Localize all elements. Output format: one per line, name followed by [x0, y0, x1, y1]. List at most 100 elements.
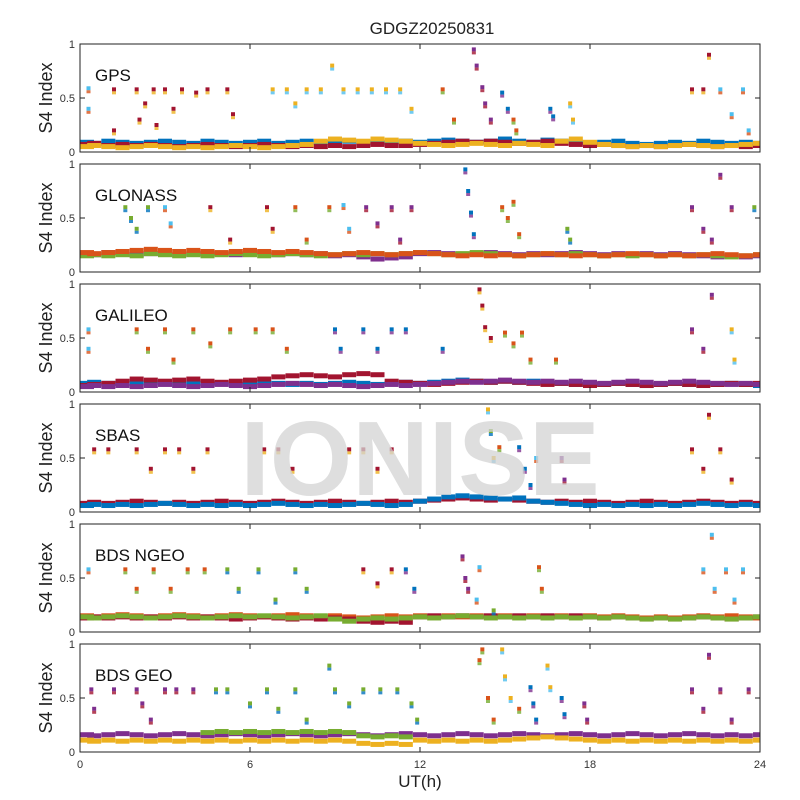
data-point — [384, 616, 399, 622]
plot-area — [80, 404, 760, 512]
panel-glonass: 0 0.5 1 GLONASS S4 Index — [36, 159, 761, 279]
data-point — [690, 331, 694, 335]
data-point — [559, 696, 564, 700]
data-point — [143, 733, 158, 739]
data-point — [491, 460, 496, 463]
data-point — [370, 256, 385, 262]
data-point — [753, 381, 760, 387]
data-point — [228, 241, 233, 245]
data-point — [551, 118, 556, 122]
data-point — [455, 731, 470, 737]
data-point — [257, 738, 272, 744]
data-point — [172, 145, 187, 151]
y-tick-label: 1 — [69, 279, 75, 291]
data-point — [87, 383, 102, 389]
data-point — [134, 331, 139, 335]
data-point — [427, 496, 442, 502]
data-point — [243, 384, 257, 390]
data-point — [370, 136, 385, 142]
data-point — [342, 501, 357, 507]
data-point — [313, 613, 328, 619]
data-point — [284, 91, 289, 95]
data-point — [583, 732, 597, 738]
data-point — [384, 137, 399, 143]
data-point — [611, 503, 626, 509]
data-point — [389, 209, 394, 213]
data-point — [668, 379, 682, 385]
data-point — [299, 503, 314, 509]
data-point — [86, 567, 91, 572]
data-point — [112, 687, 116, 692]
y-tick-label: 1 — [69, 39, 75, 51]
data-point — [158, 614, 172, 620]
data-point — [562, 481, 567, 485]
data-point — [625, 251, 640, 257]
data-point — [718, 447, 723, 452]
data-point — [243, 380, 257, 386]
data-point — [80, 614, 94, 620]
data-point — [293, 567, 298, 572]
data-point — [101, 737, 116, 743]
data-point — [548, 110, 553, 114]
data-point — [338, 350, 343, 354]
data-point — [208, 345, 213, 349]
data-point — [710, 733, 725, 739]
data-point — [554, 361, 558, 365]
data-point — [356, 733, 371, 739]
data-point — [668, 503, 682, 509]
data-point — [562, 716, 567, 720]
series-2 — [80, 136, 760, 151]
data-point — [341, 207, 346, 211]
data-point — [440, 91, 445, 95]
data-point — [488, 336, 493, 340]
data-point — [313, 251, 328, 257]
data-point — [505, 106, 510, 111]
data-point — [488, 117, 493, 122]
data-point — [500, 209, 505, 213]
data-point — [455, 493, 470, 499]
data-point — [356, 500, 371, 506]
data-point — [505, 216, 510, 220]
data-point — [271, 614, 286, 620]
data-point — [469, 614, 484, 620]
data-point — [540, 615, 555, 621]
data-point — [709, 292, 714, 297]
data-point — [256, 571, 261, 575]
data-point — [729, 717, 734, 722]
data-point — [330, 67, 335, 71]
panel-sbas: 0 0.5 1 SBAS S4 Index — [36, 399, 761, 519]
data-point — [214, 381, 229, 387]
data-point — [571, 121, 575, 125]
data-point — [262, 447, 267, 452]
data-point — [172, 253, 187, 259]
data-point — [738, 615, 753, 621]
data-point — [80, 503, 94, 509]
data-point — [653, 253, 668, 259]
data-point — [696, 500, 711, 506]
data-point — [398, 383, 413, 389]
data-point — [172, 731, 187, 737]
data-point — [257, 376, 272, 382]
data-point — [129, 503, 144, 509]
data-point — [143, 383, 158, 389]
data-point — [512, 140, 527, 146]
data-point — [384, 252, 399, 258]
data-point — [299, 737, 314, 743]
data-point — [304, 590, 309, 594]
data-point — [92, 710, 97, 714]
data-point — [163, 691, 167, 695]
data-point — [293, 101, 298, 106]
data-point — [477, 287, 482, 292]
data-point — [257, 138, 272, 144]
outlier-points — [89, 647, 751, 725]
data-point — [228, 613, 243, 619]
data-point — [80, 384, 94, 390]
data-point — [500, 205, 505, 210]
data-point — [86, 90, 91, 94]
data-point — [243, 139, 257, 145]
y-tick-label: 0 — [69, 147, 75, 159]
data-point — [729, 205, 734, 210]
data-point — [361, 691, 366, 695]
data-point — [225, 691, 230, 695]
data-point — [86, 106, 91, 111]
